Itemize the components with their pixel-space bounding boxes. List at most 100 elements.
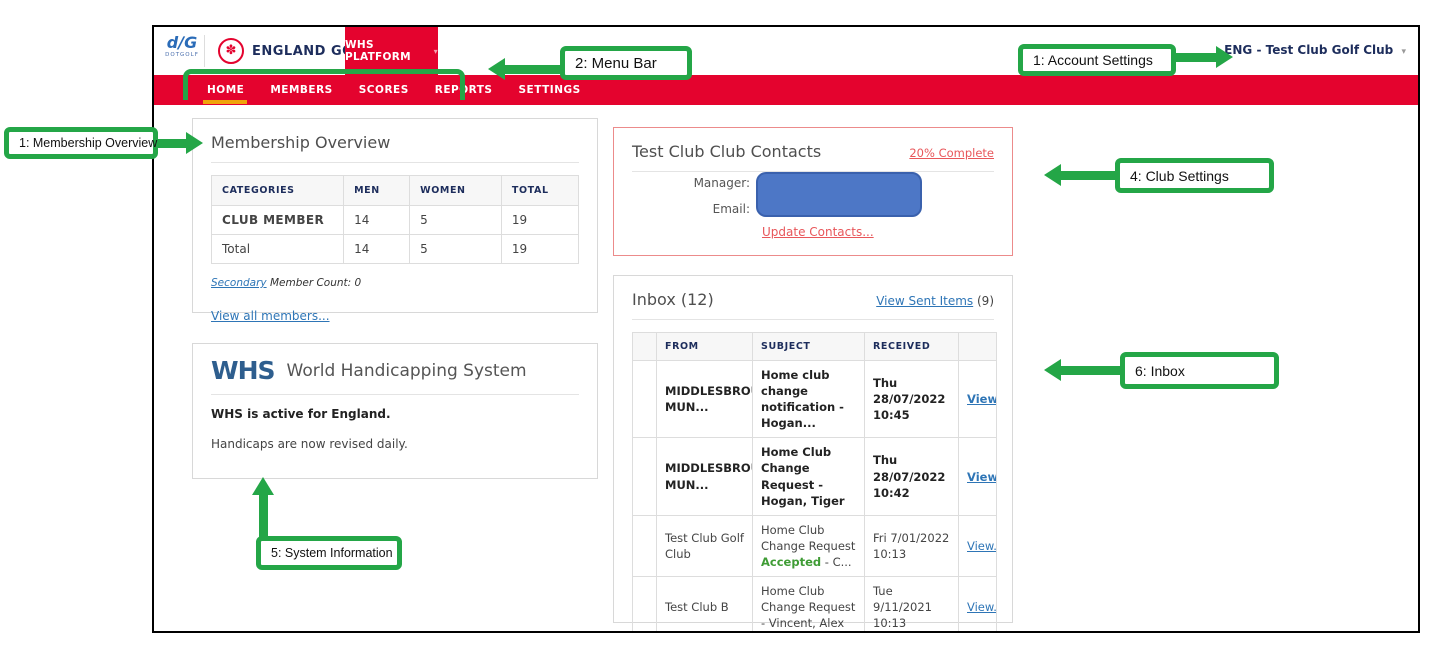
view-message-link[interactable]: View... xyxy=(967,392,997,407)
inbox-panel: Inbox (12) View Sent Items (9) FROM SUBJ… xyxy=(613,275,1013,631)
view-message-link[interactable]: View... xyxy=(967,538,997,553)
sent-items-wrap: View Sent Items (9) xyxy=(876,294,994,308)
message-received-cell: Tue 9/11/2021 10:13 xyxy=(864,576,959,631)
arrow-shaft xyxy=(259,494,268,538)
message-icon-cell xyxy=(632,359,657,439)
england-golf-rose-icon: ✽ xyxy=(218,38,244,64)
arrow-left-icon xyxy=(488,58,505,80)
arrow-right-icon xyxy=(186,132,203,154)
update-contacts-link[interactable]: Update Contacts... xyxy=(762,225,874,239)
message-subject-cell: Home Club Change Request Accepted - C... xyxy=(752,514,865,578)
redacted-contact-details xyxy=(756,172,922,217)
subject-status-text: Accepted xyxy=(761,554,822,569)
arrow-left-icon xyxy=(1044,359,1061,381)
view-message-link[interactable]: View... xyxy=(967,469,997,484)
inbox-message-row[interactable]: Test Club B Home Club Change Request - Vi… xyxy=(632,576,997,631)
england-golf-logo-text: ENGLAND GOLF xyxy=(252,44,372,59)
inbox-title: Inbox (12) xyxy=(632,290,714,309)
message-from-cell: MIDDLESBROUGH MUN... xyxy=(656,359,753,439)
message-icon-cell xyxy=(632,576,657,631)
nav-item-scores[interactable]: SCORES xyxy=(358,84,409,96)
system-information-panel: WHS World Handicapping System WHS is act… xyxy=(192,343,598,479)
col-empty xyxy=(632,332,657,361)
category-cell[interactable]: CLUB MEMBER xyxy=(210,205,345,235)
whs-panel-title: World Handicapping System xyxy=(286,361,527,381)
subject-text: Home club change notification - Hogan... xyxy=(761,368,844,431)
col-from: FROM xyxy=(656,332,753,361)
nav-item-members[interactable]: MEMBERS xyxy=(270,84,333,96)
message-from-cell: MIDDLESBROUGH MUN... xyxy=(656,437,753,516)
percent-complete-link[interactable]: 20% Complete xyxy=(909,146,994,160)
membership-overview-title: Membership Overview xyxy=(211,133,391,152)
membership-table-body: CLUB MEMBER 14 5 19 Total 14 5 19 xyxy=(210,205,580,264)
annotation-inbox: 6: Inbox xyxy=(1120,352,1279,389)
top-header: d∕G DOTGOLF ✽ ENGLAND GOLF WHS PLATFORM … xyxy=(154,27,1418,75)
message-received-cell: Thu 28/07/2022 10:42 xyxy=(864,437,959,516)
nav-menu: HOME MEMBERS SCORES REPORTS SETTINGS xyxy=(154,75,1418,105)
view-all-members-link[interactable]: View all members... xyxy=(211,309,330,323)
dotgolf-mark-icon: d∕G xyxy=(166,33,198,52)
inbox-message-row[interactable]: MIDDLESBROUGH MUN...Home Club Change Req… xyxy=(632,437,997,516)
caret-down-icon: ▾ xyxy=(1401,47,1406,57)
col-total: TOTAL xyxy=(500,175,580,206)
divider xyxy=(211,394,579,395)
message-view-cell: View... xyxy=(958,437,997,516)
message-from-cell: Test Club Golf Club xyxy=(656,514,753,578)
view-message-link[interactable]: View... xyxy=(967,600,997,615)
annotation-account-settings: 1: Account Settings xyxy=(1018,44,1176,76)
account-dropdown[interactable]: ENG - Test Club Golf Club ▾ xyxy=(1224,43,1406,57)
membership-table-row: Total 14 5 19 xyxy=(210,234,580,264)
menu-bar-highlight-bracket xyxy=(183,69,465,100)
club-contacts-title: Test Club Club Contacts xyxy=(632,142,822,161)
message-received-cell: Fri 7/01/2022 10:13 xyxy=(864,514,959,578)
annotation-club-settings: 4: Club Settings xyxy=(1115,158,1274,193)
manager-label: Manager: xyxy=(693,176,750,190)
divider xyxy=(632,171,994,172)
whs-platform-label: WHS PLATFORM xyxy=(345,39,411,63)
membership-table-row: CLUB MEMBER 14 5 19 xyxy=(210,205,580,235)
nav-item-settings[interactable]: SETTINGS xyxy=(518,84,581,96)
message-from-cell: Test Club B xyxy=(656,576,753,631)
arrow-up-icon xyxy=(252,477,274,495)
annotation-system-information: 5: System Information xyxy=(256,536,402,570)
secondary-count-line: Secondary Member Count: 0 xyxy=(211,277,579,289)
header-divider xyxy=(204,35,205,67)
dotgolf-label: DOTGOLF xyxy=(165,52,199,58)
col-subject: SUBJECT xyxy=(752,332,865,361)
subject-text: - C... xyxy=(821,554,852,569)
whs-platform-dropdown[interactable]: WHS PLATFORM ▾ xyxy=(345,27,438,75)
annotation-membership-overview: 1: Membership Overview xyxy=(4,127,158,159)
app-window: d∕G DOTGOLF ✽ ENGLAND GOLF WHS PLATFORM … xyxy=(152,25,1420,633)
club-contacts-panel: Test Club Club Contacts 20% Complete Man… xyxy=(613,127,1013,256)
inbox-table: FROM SUBJECT RECEIVED MIDDLESBROUGH MUN.… xyxy=(632,332,997,631)
whs-active-text: WHS is active for England. xyxy=(211,407,391,421)
inbox-table-body: MIDDLESBROUGH MUN...Home club change not… xyxy=(632,359,997,631)
annotation-menu-bar: 2: Menu Bar xyxy=(560,46,692,80)
message-view-cell: View... xyxy=(958,514,997,578)
message-icon-cell xyxy=(632,514,657,578)
message-view-cell: View... xyxy=(958,359,997,439)
message-subject-cell: Home club change notification - Hogan... xyxy=(752,359,865,439)
view-sent-items-link[interactable]: View Sent Items xyxy=(876,294,974,308)
divider xyxy=(211,162,579,163)
inbox-message-row[interactable]: Test Club Golf Club Home Club Change Requ… xyxy=(632,514,997,578)
message-subject-cell: Home Club Change Request - Vincent, Alex xyxy=(752,576,865,631)
caret-down-icon: ▾ xyxy=(433,46,438,56)
divider xyxy=(632,319,994,320)
sent-count: (9) xyxy=(973,294,994,308)
membership-table: CATEGORIES MEN WOMEN TOTAL CLUB MEMBER 14… xyxy=(210,175,580,264)
inbox-message-row[interactable]: MIDDLESBROUGH MUN...Home club change not… xyxy=(632,359,997,439)
secondary-link[interactable]: Secondary xyxy=(211,277,267,289)
message-subject-cell: Home Club Change Request - Hogan, Tiger xyxy=(752,437,865,516)
inbox-table-header-row: FROM SUBJECT RECEIVED xyxy=(632,332,997,361)
count-cell: 19 xyxy=(500,205,580,235)
col-men: MEN xyxy=(343,175,411,206)
whs-info-text: Handicaps are now revised daily. xyxy=(211,437,408,451)
subject-text: Home Club Change Request - Hogan, Tiger xyxy=(761,445,845,508)
count-cell: 14 xyxy=(343,205,411,235)
count-cell: 5 xyxy=(409,205,502,235)
nav-item-home[interactable]: HOME xyxy=(207,84,245,96)
col-women: WOMEN xyxy=(409,175,502,206)
whs-logo: WHS xyxy=(211,356,276,385)
